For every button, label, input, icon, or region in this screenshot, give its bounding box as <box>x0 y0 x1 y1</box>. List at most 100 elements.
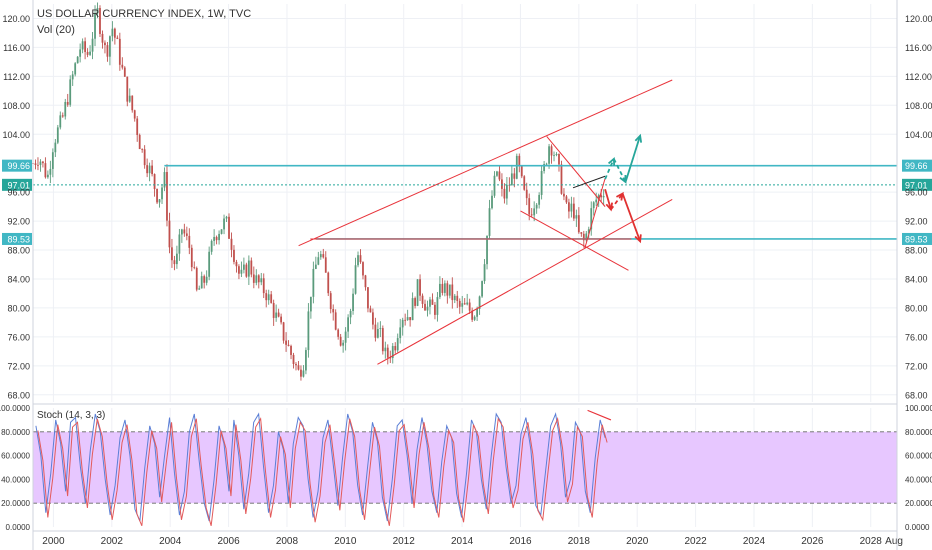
stoch-d-line <box>37 416 608 527</box>
candle-body <box>49 168 52 175</box>
candle-body <box>369 308 372 313</box>
candle-body <box>61 115 64 117</box>
candle-body <box>282 322 285 341</box>
y-tick-label-left: 89.53 <box>7 234 30 244</box>
green-arrow-up-dashed <box>604 158 615 180</box>
candle-body <box>498 171 501 180</box>
candle-body <box>364 275 367 288</box>
candle-body <box>123 67 126 77</box>
candle-body <box>347 317 349 332</box>
candle-body <box>96 8 99 14</box>
candle-body <box>590 208 593 230</box>
y-tick-label-right: 96.00 <box>905 188 928 198</box>
candle-body <box>426 306 429 311</box>
candle-body <box>104 42 106 46</box>
stoch-tick-label-left: 100.0000 <box>0 404 31 413</box>
x-tick-label: 2018 <box>568 536 591 547</box>
candle-body <box>585 233 588 241</box>
candle-body <box>66 101 69 105</box>
y-tick-label-right: 84.00 <box>905 274 928 284</box>
candle-body <box>391 346 394 359</box>
price-level-badge <box>902 232 932 245</box>
y-tick-label-left: 108.00 <box>2 101 30 111</box>
candle-body <box>51 152 54 169</box>
trend-line <box>377 198 673 365</box>
candle-body <box>560 164 563 194</box>
stoch-tick-label-right: 0.0000 <box>905 523 930 532</box>
candle-body <box>37 164 39 166</box>
candle-body <box>543 164 546 172</box>
candle-body <box>272 302 275 318</box>
candle-body <box>563 193 565 197</box>
candle-body <box>411 298 414 321</box>
stoch-tick-label-left: 40.0000 <box>1 475 30 484</box>
candle-body <box>265 293 268 301</box>
green-arrow-down-dashed <box>613 158 627 183</box>
red-arrow-down <box>604 189 612 210</box>
candle-body <box>582 233 585 241</box>
candle-body <box>384 347 387 352</box>
price-level-badge <box>902 178 932 191</box>
candle-body <box>431 299 434 305</box>
price-level-badge <box>902 159 932 172</box>
candle-body <box>235 261 238 267</box>
y-tick-label-left: 96.00 <box>7 188 30 198</box>
candle-body <box>118 38 121 65</box>
candle-body <box>468 302 471 311</box>
candle-body <box>178 234 181 254</box>
candle-body <box>188 235 191 248</box>
candle-body <box>285 340 287 345</box>
candle-body <box>570 203 573 212</box>
candle-body <box>540 171 543 195</box>
x-tick-label: Aug <box>885 536 903 547</box>
candle-body <box>238 266 240 274</box>
candle-body <box>185 233 188 236</box>
candle-body <box>220 229 223 234</box>
candle-body <box>146 165 149 174</box>
stoch-tick-label-right: 40.0000 <box>905 475 932 484</box>
candle-body <box>225 216 228 219</box>
candle-body <box>451 284 454 301</box>
candle-body <box>332 309 335 313</box>
candle-body <box>453 295 456 301</box>
candle-body <box>461 303 464 307</box>
candle-body <box>334 312 337 330</box>
candle-body <box>324 257 327 273</box>
candle-body <box>111 28 114 37</box>
candle-body <box>386 347 389 358</box>
candle-body <box>84 41 87 52</box>
candle-body <box>339 336 342 346</box>
candle-body <box>233 249 235 262</box>
candle-body <box>555 153 558 156</box>
candle-body <box>101 33 104 43</box>
price-pane <box>33 4 897 402</box>
candle-body <box>208 251 211 277</box>
candle-body <box>493 175 496 196</box>
trend-line <box>298 79 673 247</box>
candle-body <box>327 272 330 294</box>
candle-body <box>448 284 451 296</box>
y-tick-label-right: 88.00 <box>905 246 928 256</box>
y-tick-label-right: 120.00 <box>905 14 932 24</box>
candle-body <box>587 229 590 234</box>
candle-body <box>136 118 139 135</box>
candle-body <box>113 28 116 38</box>
candle-body <box>401 319 404 328</box>
candle-body <box>59 115 62 128</box>
candle-body <box>572 203 575 219</box>
candle-body <box>307 311 310 351</box>
candle-body <box>478 296 481 309</box>
candle-body <box>56 127 59 143</box>
price-level-badge <box>2 178 32 191</box>
y-tick-label-left: 76.00 <box>7 332 30 342</box>
y-tick-label-right: 72.00 <box>905 361 928 371</box>
candle-body <box>349 310 352 318</box>
candle-body <box>39 161 42 165</box>
candle-body <box>329 293 332 310</box>
y-tick-label-left: 72.00 <box>7 361 30 371</box>
candle-body <box>525 189 528 199</box>
candle-body <box>597 195 600 200</box>
candle-body <box>359 255 362 263</box>
candle-body <box>389 357 392 359</box>
